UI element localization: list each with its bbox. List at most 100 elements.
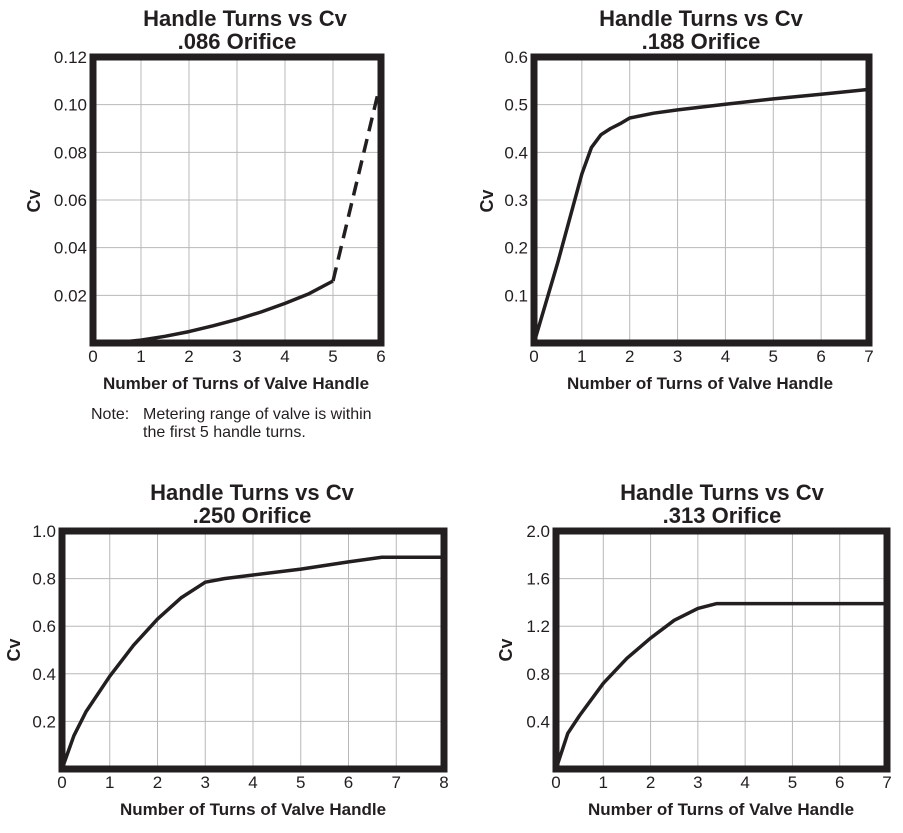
grid <box>555 530 888 769</box>
note-prefix: Note: <box>91 406 129 423</box>
chart-title: Handle Turns vs Cv <box>599 6 804 31</box>
y-tick-label: 0.8 <box>526 665 550 684</box>
x-tick-label: 1 <box>105 773 114 792</box>
grid <box>61 530 445 769</box>
x-tick-labels: 0 1 2 3 4 5 6 7 8 <box>57 773 448 792</box>
x-tick-label: 8 <box>439 773 448 792</box>
x-axis-label: Number of Turns of Valve Handle <box>567 374 833 393</box>
x-axis-label: Number of Turns of Valve Handle <box>120 800 386 819</box>
x-tick-label: 4 <box>280 347 289 366</box>
y-tick-label: 0.12 <box>54 48 87 67</box>
y-tick-label: 0.6 <box>504 48 528 67</box>
series-line <box>554 601 887 770</box>
y-tick-labels: 0.1 0.2 0.3 0.4 0.5 0.6 <box>504 48 528 305</box>
y-tick-label: 0.06 <box>54 191 87 210</box>
y-tick-label: 0.10 <box>54 96 87 115</box>
y-tick-label: 0.04 <box>54 239 87 258</box>
x-tick-label: 5 <box>788 773 797 792</box>
y-tick-label: 0.2 <box>32 712 56 731</box>
x-axis-label: Number of Turns of Valve Handle <box>588 800 854 819</box>
chart-subtitle: .250 Orifice <box>193 503 312 528</box>
x-tick-labels: 0 1 2 3 4 5 6 <box>88 347 385 366</box>
series-group <box>532 87 870 344</box>
y-tick-labels: 0.02 0.04 0.06 0.08 0.10 0.12 <box>54 48 87 305</box>
x-tick-label: 5 <box>328 347 337 366</box>
x-tick-label: 4 <box>248 773 257 792</box>
x-tick-label: 3 <box>693 773 702 792</box>
x-tick-label: 2 <box>646 773 655 792</box>
x-tick-labels: 0 1 2 3 4 5 6 7 <box>551 773 891 792</box>
y-tick-label: 1.2 <box>526 617 550 636</box>
y-tick-label: 2.0 <box>526 522 550 541</box>
x-tick-label: 6 <box>344 773 353 792</box>
x-tick-label: 0 <box>57 773 66 792</box>
x-tick-label: 6 <box>835 773 844 792</box>
x-tick-label: 7 <box>864 347 873 366</box>
x-tick-label: 1 <box>599 773 608 792</box>
grid <box>92 56 382 343</box>
series-group <box>60 555 444 770</box>
chart-250-orifice: Handle Turns vs Cv .250 Orifice 0 1 2 3 4 5 6 7… <box>4 480 449 819</box>
x-tick-label: 2 <box>184 347 193 366</box>
x-tick-label: 6 <box>816 347 825 366</box>
x-tick-label: 0 <box>88 347 97 366</box>
x-tick-label: 2 <box>153 773 162 792</box>
x-tick-label: 3 <box>201 773 210 792</box>
x-axis-label: Number of Turns of Valve Handle <box>103 374 369 393</box>
y-axis-label: Cv <box>496 638 516 661</box>
x-tick-label: 0 <box>551 773 560 792</box>
y-tick-label: 0.6 <box>32 617 56 636</box>
x-tick-label: 0 <box>529 347 538 366</box>
series-group <box>554 601 887 770</box>
note-line-1: Metering range of valve is within <box>143 406 372 423</box>
plot-frame <box>58 527 448 773</box>
y-tick-labels: 0.4 0.8 1.2 1.6 2.0 <box>526 522 550 731</box>
chart-subtitle: .086 Orifice <box>178 29 297 54</box>
chart-subtitle: .188 Orifice <box>642 29 761 54</box>
plot-frame <box>552 527 891 773</box>
chart-subtitle: .313 Orifice <box>663 503 782 528</box>
y-axis-label: Cv <box>4 638 24 661</box>
x-tick-label: 7 <box>392 773 401 792</box>
chart-title: Handle Turns vs Cv <box>143 6 348 31</box>
y-axis-label: Cv <box>24 189 44 212</box>
y-tick-label: 0.8 <box>32 570 56 589</box>
x-tick-label: 1 <box>136 347 145 366</box>
plot-frame <box>89 53 385 347</box>
y-tick-labels: 0.2 0.4 0.6 0.8 1.0 <box>32 522 56 731</box>
chart-title: Handle Turns vs Cv <box>620 480 825 505</box>
y-tick-label: 0.3 <box>504 191 528 210</box>
note-line-2: the first 5 handle turns. <box>143 424 306 441</box>
series-line <box>92 279 334 345</box>
x-tick-label: 6 <box>376 347 385 366</box>
y-tick-label: 0.02 <box>54 286 87 305</box>
chart-188-orifice: Handle Turns vs Cv .188 Orifice 0 1 2 3 4 5 6 7… <box>477 6 874 393</box>
series-line-dashed <box>331 80 383 282</box>
series-line <box>532 87 870 344</box>
x-tick-label: 2 <box>625 347 634 366</box>
y-tick-label: 0.4 <box>526 712 550 731</box>
y-tick-label: 0.4 <box>32 665 56 684</box>
x-tick-label: 5 <box>296 773 305 792</box>
y-tick-label: 0.4 <box>504 143 528 162</box>
y-tick-label: 1.0 <box>32 522 56 541</box>
grid <box>533 56 870 343</box>
y-tick-label: 0.2 <box>504 239 528 258</box>
y-tick-label: 0.5 <box>504 96 528 115</box>
x-tick-labels: 0 1 2 3 4 5 6 7 <box>529 347 873 366</box>
x-tick-label: 4 <box>740 773 749 792</box>
x-tick-label: 4 <box>721 347 730 366</box>
x-tick-label: 1 <box>577 347 586 366</box>
series-line <box>60 555 444 770</box>
y-tick-label: 1.6 <box>526 570 550 589</box>
y-axis-label: Cv <box>477 189 497 212</box>
x-tick-label: 5 <box>769 347 778 366</box>
chart-title: Handle Turns vs Cv <box>150 480 355 505</box>
y-tick-label: 0.08 <box>54 143 87 162</box>
x-tick-label: 7 <box>882 773 891 792</box>
chart-313-orifice: Handle Turns vs Cv .313 Orifice 0 1 2 3 4 5 6 7… <box>496 480 892 819</box>
y-tick-label: 0.1 <box>504 286 528 305</box>
plot-frame <box>530 53 873 347</box>
